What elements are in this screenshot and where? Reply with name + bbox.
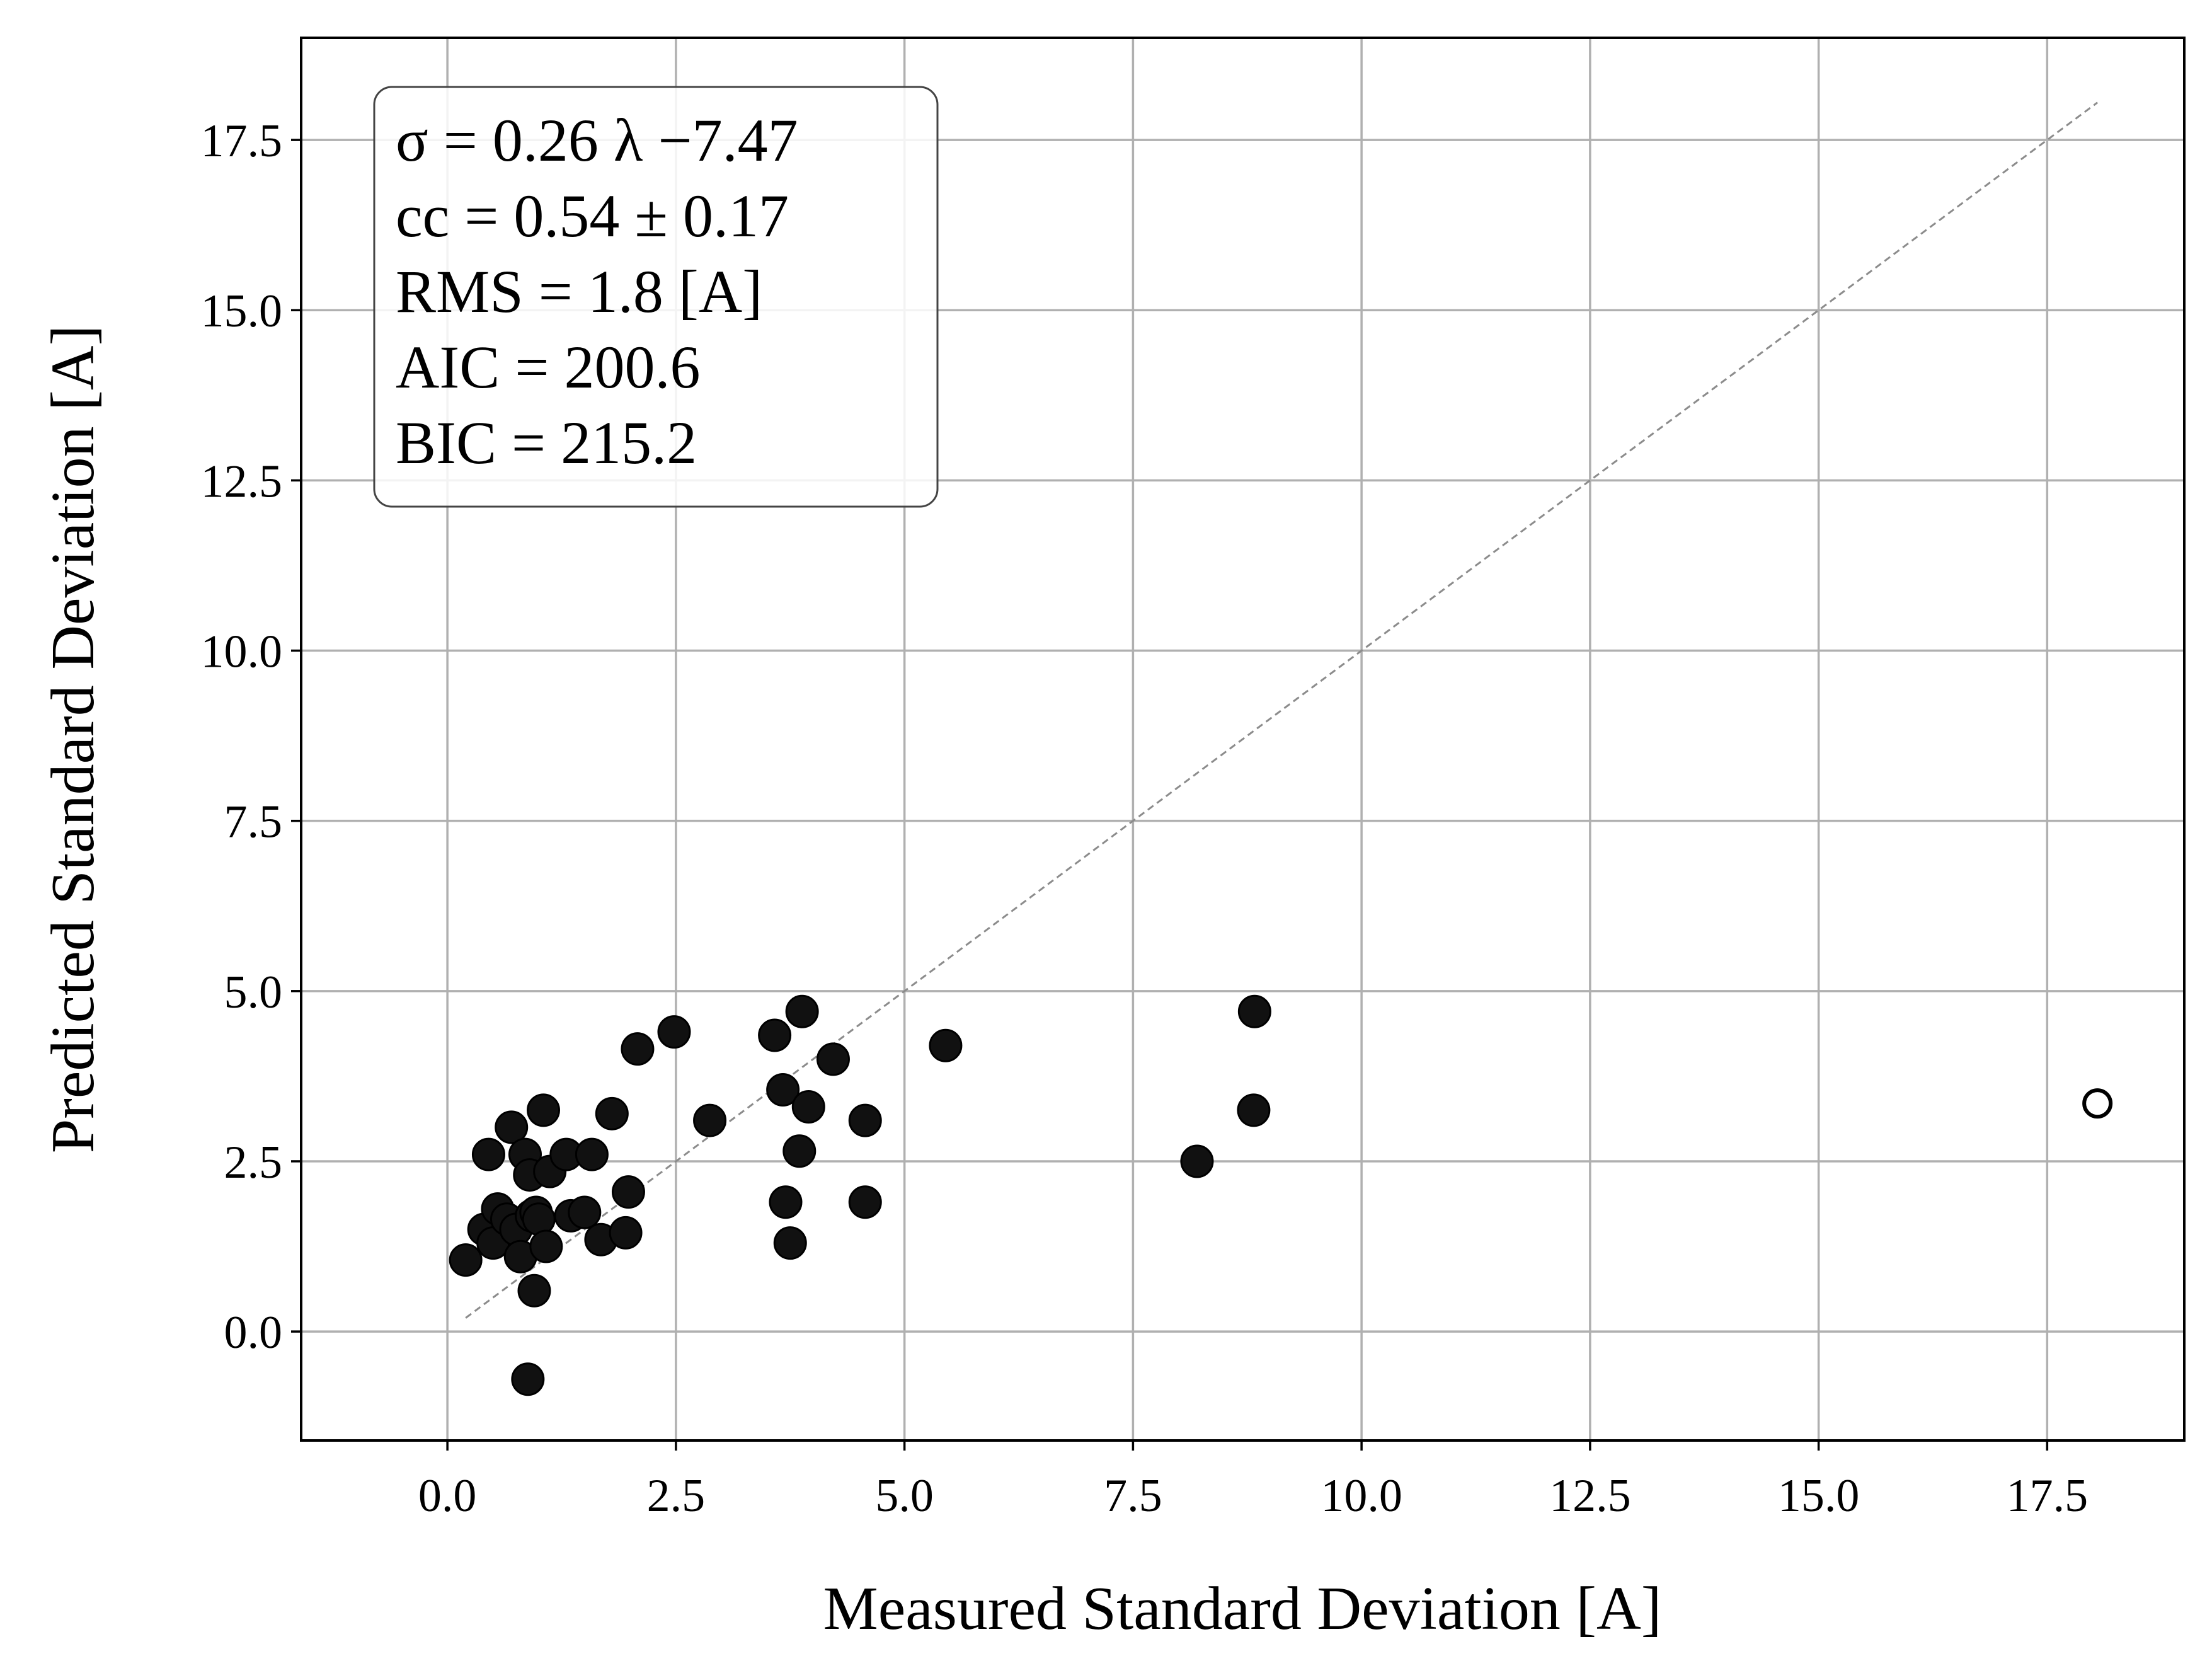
grid [301,38,2184,1440]
data-point [782,1134,817,1168]
x-tick-label: 7.5 [1104,1470,1162,1522]
bic-line: BIC = 215.2 [396,409,697,476]
data-point [929,1028,963,1062]
data-point [1180,1144,1214,1178]
reference-line-layer [465,101,2099,1319]
data-point [769,1185,803,1219]
fit-statistics-box: σ = 0.26 λ −7.47 cc = 0.54 ± 0.17 RMS = … [373,86,939,508]
data-points [449,994,2113,1396]
x-tick-label: 17.5 [2007,1470,2089,1522]
data-point [595,1096,629,1130]
y-axis-label: Predicted Standard Deviation [A] [39,325,107,1153]
plot-area-frame [300,37,2186,1442]
y-axis-ticks: 0.0 2.5 5.0 7.5 10.0 12.5 15.0 17.5 [201,115,301,1359]
data-point [693,1103,727,1137]
data-point [848,1103,882,1137]
data-point [609,1216,643,1250]
data-point [773,1226,807,1260]
x-axis-label: Measured Standard Deviation [A] [823,1575,1662,1643]
y-tick-label: 0.0 [224,1307,283,1359]
data-point [791,1090,825,1124]
y-tick-label: 15.0 [201,285,283,337]
y-tick-label: 5.0 [224,967,283,1018]
data-point [611,1175,645,1209]
data-point [568,1195,602,1229]
data-point [495,1110,529,1144]
data-point [471,1137,505,1171]
data-point [517,1273,551,1308]
data-point [527,1093,561,1127]
data-point [785,994,819,1028]
data-point [816,1042,850,1076]
data-point [848,1185,882,1219]
x-tick-label: 15.0 [1778,1470,1860,1522]
data-point [657,1015,691,1049]
fit-equation-line: σ = 0.26 λ −7.47 [396,106,798,174]
x-tick-label: 2.5 [647,1470,706,1522]
rms-line: RMS = 1.8 [A] [396,258,762,325]
data-point [1237,994,1271,1028]
data-point [511,1362,545,1396]
x-tick-label: 0.0 [418,1470,477,1522]
x-tick-label: 10.0 [1321,1470,1402,1522]
data-point [1237,1093,1271,1127]
x-tick-label: 12.5 [1549,1470,1631,1522]
aic-line: AIC = 200.6 [396,333,700,401]
fit-statistics-frame [373,86,939,508]
x-tick-label: 5.0 [875,1470,934,1522]
correlation-line: cc = 0.54 ± 0.17 [396,182,789,250]
y-tick-label: 17.5 [201,115,283,167]
data-point [449,1243,483,1277]
x-axis-ticks: 0.0 2.5 5.0 7.5 10.0 12.5 15.0 17.5 [418,1440,2088,1522]
data-point [766,1073,800,1107]
data-point [621,1032,655,1066]
outlier-point [2082,1088,2113,1119]
y-tick-label: 12.5 [201,456,283,507]
data-point [758,1018,792,1052]
y-tick-label: 7.5 [224,796,283,848]
y-tick-label: 10.0 [201,626,283,678]
data-point [575,1137,609,1171]
y-tick-label: 2.5 [224,1137,283,1188]
data-point [529,1229,563,1263]
identity-reference-line [465,101,2099,1319]
